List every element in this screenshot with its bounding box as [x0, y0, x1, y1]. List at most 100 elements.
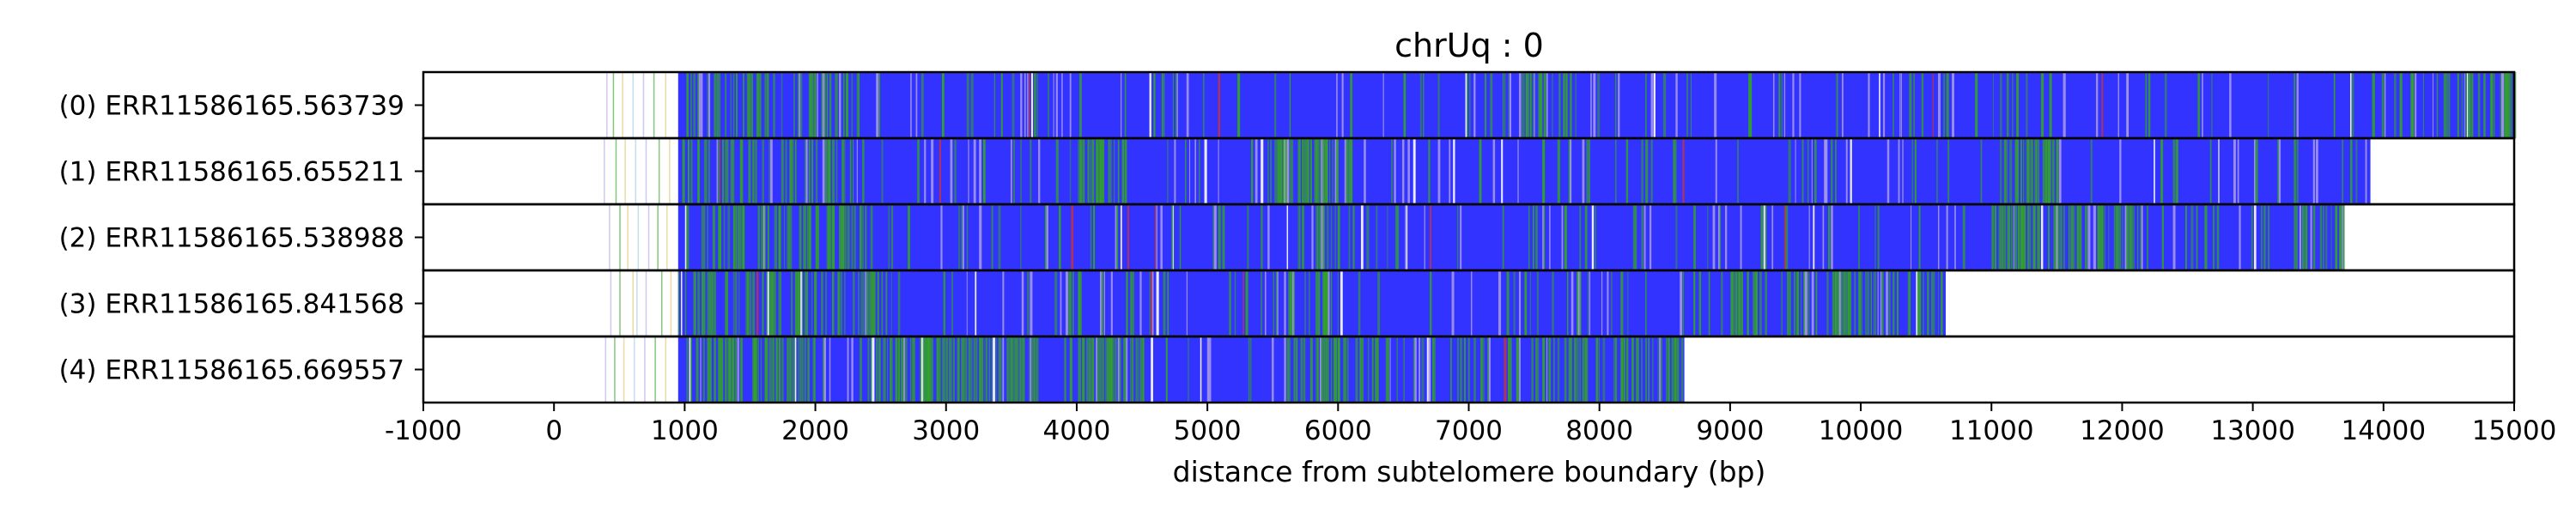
read-segment	[1295, 336, 1297, 403]
read-segment	[920, 72, 924, 138]
read-segment	[975, 336, 976, 403]
read-segment	[1625, 336, 1629, 403]
read-segment	[647, 204, 650, 270]
read-segment	[711, 270, 714, 336]
read-segment	[2322, 204, 2325, 270]
read-segment	[773, 270, 775, 336]
read-segment	[986, 336, 988, 403]
read-segment	[2053, 204, 2057, 270]
read-segment	[1504, 72, 1506, 138]
read-segment	[1564, 204, 1567, 270]
read-segment	[750, 72, 753, 138]
x-tick-label: 5000	[1174, 415, 1242, 446]
read-segment	[888, 204, 890, 270]
read-segment	[1575, 72, 1577, 138]
read-segment	[1270, 138, 1272, 204]
read-segment	[874, 270, 876, 336]
read-segment	[1194, 138, 1196, 204]
read-segment	[1566, 72, 1569, 138]
read-segment	[2006, 72, 2008, 138]
read-segment	[1788, 138, 1791, 204]
read-segment	[856, 72, 859, 138]
read-segment	[1822, 204, 1825, 270]
read-segment	[2122, 204, 2123, 270]
read-segment	[2505, 72, 2507, 138]
read-segment	[1902, 138, 1904, 204]
read-segment	[1325, 336, 1327, 403]
read-segment	[896, 336, 898, 403]
read-segment	[1748, 72, 1750, 138]
read-segment	[1326, 138, 1328, 204]
read-segment	[2172, 138, 2176, 204]
read-segment	[1826, 270, 1829, 336]
read-segment	[1346, 138, 1349, 204]
read-segment	[1650, 72, 1654, 138]
read-segment	[1161, 72, 1163, 138]
read-segment	[1020, 138, 1022, 204]
read-segment	[1524, 270, 1528, 336]
read-segment	[1377, 336, 1379, 403]
read-segment	[2047, 204, 2050, 270]
read-segment	[2263, 204, 2266, 270]
read-segment	[1772, 72, 1775, 138]
read-segment	[1618, 72, 1620, 138]
read-segment	[1557, 336, 1560, 403]
read-segment	[1151, 270, 1154, 336]
read-segment	[1845, 138, 1848, 204]
read-segment	[1302, 138, 1303, 204]
read-segment	[1568, 138, 1571, 204]
read-segment	[793, 72, 795, 138]
read-segment	[838, 72, 841, 138]
read-segment	[1188, 138, 1190, 204]
read-segment	[1149, 72, 1151, 138]
read-segment	[2336, 204, 2338, 270]
read-segment	[2026, 204, 2029, 270]
read-segment	[862, 270, 865, 336]
read-segment	[686, 72, 689, 138]
read-segment	[1765, 204, 1767, 270]
read-segment	[1682, 138, 1685, 204]
read-segment	[762, 204, 765, 270]
read-segment	[1893, 270, 1895, 336]
read-segment	[1721, 270, 1723, 336]
read-segment	[1708, 270, 1710, 336]
x-tick-label: 4000	[1042, 415, 1110, 446]
read-segment	[1801, 138, 1804, 204]
read-segment	[1101, 138, 1104, 204]
read-segment	[1449, 138, 1451, 204]
read-segment	[1174, 138, 1176, 204]
read-segment	[1213, 204, 1217, 270]
read-segment	[897, 336, 901, 403]
read-segment	[1127, 204, 1130, 270]
x-tick-label: 15000	[2472, 415, 2557, 446]
read-segment	[1078, 270, 1081, 336]
read-segment	[1674, 138, 1677, 204]
read-segment	[1245, 270, 1249, 336]
read-segment	[1657, 336, 1659, 403]
read-segment	[1142, 336, 1145, 403]
read-segment	[812, 72, 814, 138]
read-segment	[1577, 336, 1579, 403]
read-segment	[1488, 336, 1491, 403]
read-segment	[712, 204, 715, 270]
read-segment	[1108, 336, 1110, 403]
read-segment	[1543, 204, 1546, 270]
read-segment	[1632, 204, 1635, 270]
read-segment	[1396, 336, 1398, 403]
read-segment	[2141, 204, 2143, 270]
read-segment	[1531, 336, 1534, 403]
read-segment	[886, 336, 889, 403]
read-segment	[778, 204, 781, 270]
read-segment	[756, 336, 758, 403]
read-segment	[2133, 204, 2135, 270]
read-segment	[1525, 72, 1528, 138]
read-segment	[1571, 270, 1574, 336]
read-segment	[2253, 204, 2257, 270]
read-segment	[1126, 270, 1128, 336]
read-segment	[811, 270, 813, 336]
read-segment	[1264, 270, 1267, 336]
read-segment	[878, 72, 880, 138]
read-segment	[728, 336, 732, 403]
read-segment	[821, 72, 824, 138]
read-segment	[804, 336, 807, 403]
